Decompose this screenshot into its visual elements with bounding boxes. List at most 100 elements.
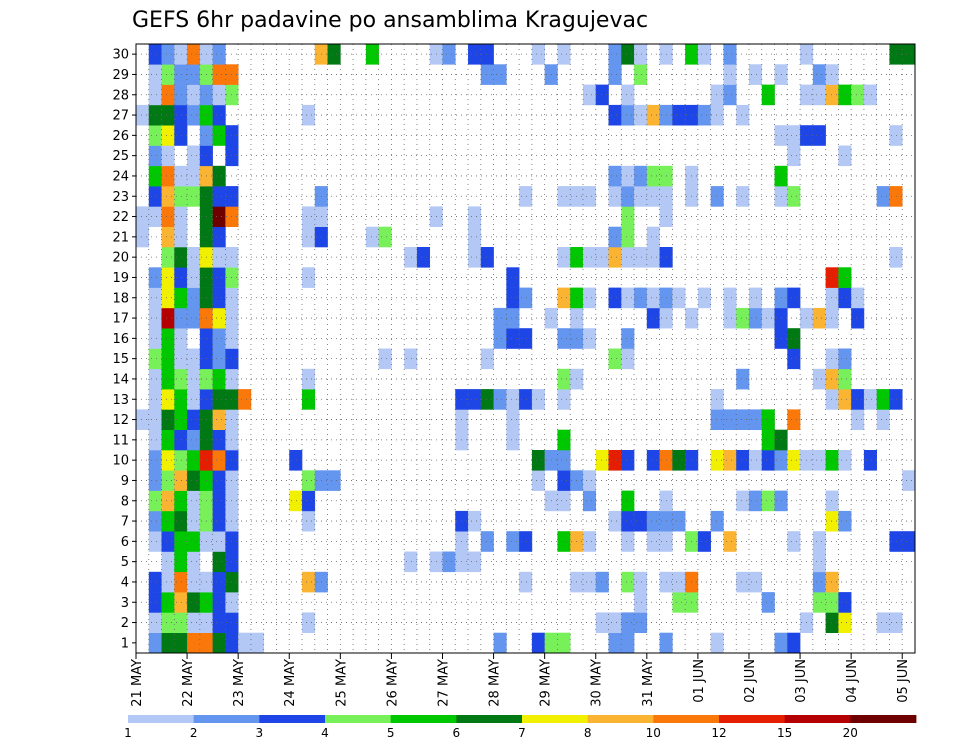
heatmap-cell — [557, 368, 571, 390]
heatmap-cell — [174, 84, 188, 106]
x-tick-label: 30 MAY — [590, 659, 605, 707]
heatmap-cell — [161, 165, 175, 187]
heatmap-cell — [136, 206, 150, 227]
heatmap-cell — [863, 84, 877, 106]
y-tick-label: 27 — [112, 109, 129, 124]
heatmap-cell — [506, 531, 520, 552]
heatmap-cell — [161, 145, 175, 167]
heatmap-cell — [889, 247, 903, 268]
heatmap-cell — [519, 287, 533, 309]
heatmap-cell — [889, 44, 903, 65]
heatmap-cell — [148, 186, 162, 207]
heatmap-cell — [748, 64, 763, 85]
heatmap-cell — [468, 44, 482, 65]
heatmap-cell — [174, 348, 188, 370]
heatmap-cell — [161, 429, 175, 451]
heatmap-cell — [876, 409, 890, 430]
heatmap-cell — [621, 612, 635, 633]
heatmap-cell — [161, 84, 175, 106]
heatmap-cell — [161, 226, 175, 248]
heatmap-cell — [646, 226, 660, 248]
heatmap-cell — [557, 490, 571, 512]
heatmap-cell — [595, 84, 609, 106]
heatmap-cell — [468, 206, 482, 227]
heatmap-cell — [238, 632, 252, 654]
heatmap-cell — [212, 450, 226, 471]
heatmap-cell — [148, 125, 162, 146]
heatmap-cell — [289, 490, 303, 512]
heatmap-cell — [825, 612, 839, 633]
heatmap-cell — [608, 510, 622, 532]
heatmap-cell — [161, 267, 175, 288]
heatmap-cell — [174, 531, 188, 552]
heatmap-cell — [212, 104, 226, 126]
heatmap-cell — [889, 531, 903, 552]
heatmap-cell — [519, 571, 533, 593]
colorbar-label: 5 — [387, 726, 395, 740]
heatmap-cell — [851, 409, 865, 430]
x-tick-label: 02 JUN — [743, 659, 758, 703]
heatmap-cell — [161, 632, 175, 654]
heatmap-cell — [148, 510, 162, 532]
heatmap-cell — [404, 551, 418, 573]
heatmap-cell — [174, 429, 188, 451]
heatmap-cell — [634, 287, 648, 309]
heatmap-cell — [161, 470, 175, 491]
heatmap-cell — [787, 125, 801, 146]
y-tick-label: 30 — [112, 48, 129, 63]
heatmap-cell — [212, 510, 226, 532]
heatmap-cell — [851, 84, 865, 106]
heatmap-cell — [851, 389, 865, 410]
heatmap-cell — [187, 64, 201, 85]
heatmap-cell — [148, 632, 162, 654]
heatmap-cell — [161, 206, 175, 227]
heatmap-cell — [148, 490, 162, 512]
heatmap-cell — [212, 409, 226, 430]
colorbar-swatch — [456, 715, 523, 723]
heatmap-cell — [812, 592, 826, 613]
heatmap-cell — [697, 104, 711, 126]
heatmap-cell — [787, 409, 801, 430]
heatmap-cell — [174, 389, 188, 410]
heatmap-cell — [531, 470, 545, 491]
heatmap-cell — [736, 409, 750, 430]
colorbar-swatch — [325, 715, 392, 723]
heatmap-cell — [480, 531, 494, 552]
heatmap-cell — [723, 531, 737, 552]
heatmap-cell — [187, 450, 201, 471]
heatmap-cell — [148, 64, 162, 85]
heatmap-cell — [161, 348, 175, 370]
heatmap-cell — [621, 44, 635, 65]
heatmap-cell — [289, 450, 303, 471]
heatmap-cell — [672, 287, 686, 309]
heatmap-cell — [187, 267, 201, 288]
heatmap-cell — [876, 186, 890, 207]
heatmap-cell — [621, 510, 635, 532]
heatmap-cell — [506, 328, 520, 349]
heatmap-cell — [161, 44, 175, 65]
heatmap-cell — [812, 307, 826, 329]
heatmap-cell — [404, 247, 418, 268]
heatmap-cell — [174, 267, 188, 288]
heatmap-cell — [148, 592, 162, 613]
heatmap-cell — [710, 632, 724, 654]
heatmap-cell — [825, 287, 839, 309]
heatmap-cell — [838, 287, 852, 309]
heatmap-cell — [582, 470, 597, 491]
heatmap-cell — [148, 44, 162, 65]
heatmap-cell — [161, 247, 175, 268]
y-tick-label: 15 — [112, 352, 129, 367]
colorbar: 1 2 3 4 5 6 7 8 10 12 15 20 — [124, 715, 917, 740]
x-tick-label: 29 MAY — [539, 659, 554, 707]
x-tick-label: 31 MAY — [641, 659, 656, 707]
heatmap-cell — [787, 348, 801, 370]
heatmap-cell — [187, 389, 201, 410]
heatmap-cell — [187, 490, 201, 512]
y-tick-label: 29 — [112, 68, 129, 83]
heatmap-cell — [646, 307, 660, 329]
heatmap-cell — [468, 510, 482, 532]
heatmap-cell — [672, 571, 686, 593]
heatmap-cell — [672, 592, 686, 613]
heatmap-cell — [582, 531, 597, 552]
heatmap-cell — [161, 307, 175, 329]
